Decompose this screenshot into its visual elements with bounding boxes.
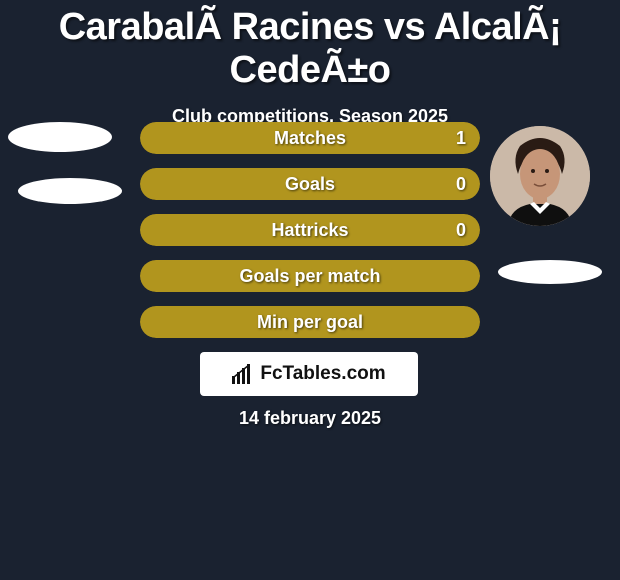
stat-bar-label: Matches	[140, 122, 480, 154]
footer-date: 14 february 2025	[0, 408, 620, 429]
player-left-ellipse-top	[8, 122, 112, 152]
player-left-ellipse-bottom	[18, 178, 122, 204]
player-right-avatar	[490, 126, 590, 226]
player-right-ellipse	[498, 260, 602, 284]
comparison-bars: Matches1Goals0Hattricks0Goals per matchM…	[140, 122, 480, 352]
stat-bar: Goals per match	[140, 260, 480, 292]
stat-bar-value-right: 0	[456, 168, 466, 200]
stat-bar-value-right: 1	[456, 122, 466, 154]
stat-bar-label: Goals	[140, 168, 480, 200]
stat-bar: Goals0	[140, 168, 480, 200]
stat-bar: Hattricks0	[140, 214, 480, 246]
stat-bar: Min per goal	[140, 306, 480, 338]
brand-badge: FcTables.com	[200, 352, 418, 396]
page-title: CarabalÃ­ Racines vs AlcalÃ¡ CedeÃ±o	[0, 0, 620, 92]
stat-bar-label: Min per goal	[140, 306, 480, 338]
stat-bar-label: Hattricks	[140, 214, 480, 246]
stat-bar-label: Goals per match	[140, 260, 480, 292]
avatar-icon	[490, 126, 590, 226]
stat-bar: Matches1	[140, 122, 480, 154]
stat-bar-value-right: 0	[456, 214, 466, 246]
bar-chart-icon	[232, 364, 254, 384]
brand-text: FcTables.com	[260, 363, 385, 385]
